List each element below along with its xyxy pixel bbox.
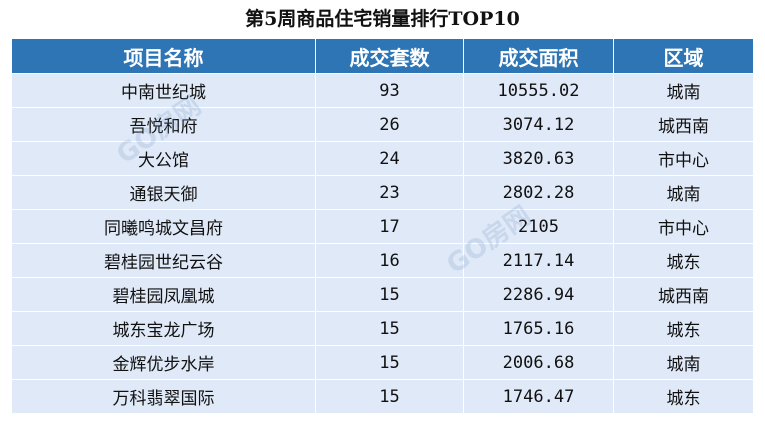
cell-project-name: 吾悦和府 (11, 107, 316, 142)
table-row: 中南世纪城 93 10555.02 城南 (11, 73, 754, 108)
cell-project-name: 城东宝龙广场 (11, 311, 316, 346)
cell-region: 城南 (613, 175, 754, 210)
cell-project-name: 通银天御 (11, 175, 316, 210)
table-row: 金辉优步水岸 15 2006.68 城南 (11, 345, 754, 380)
cell-project-name: 万科翡翠国际 (11, 379, 316, 414)
table-row: 通银天御 23 2802.28 城南 (11, 175, 754, 210)
cell-area: 3820.63 (463, 141, 614, 176)
header-units: 成交套数 (315, 38, 464, 74)
cell-project-name: 碧桂园世纪云谷 (11, 243, 316, 278)
table-header-row: 项目名称 成交套数 成交面积 区域 (11, 38, 754, 74)
cell-region: 城西南 (613, 277, 754, 312)
header-project-name: 项目名称 (11, 38, 316, 74)
cell-area: 2117.14 (463, 243, 614, 278)
cell-project-name: 碧桂园凤凰城 (11, 277, 316, 312)
cell-region: 城东 (613, 379, 754, 414)
cell-units: 15 (315, 345, 464, 380)
table-row: 大公馆 24 3820.63 市中心 (11, 141, 754, 176)
cell-project-name: 中南世纪城 (11, 73, 316, 108)
cell-region: 城南 (613, 73, 754, 108)
cell-area: 2286.94 (463, 277, 614, 312)
table-row: 城东宝龙广场 15 1765.16 城东 (11, 311, 754, 346)
cell-region: 城西南 (613, 107, 754, 142)
table-row: 碧桂园凤凰城 15 2286.94 城西南 (11, 277, 754, 312)
cell-project-name: 大公馆 (11, 141, 316, 176)
header-region: 区域 (613, 38, 754, 74)
cell-area: 1765.16 (463, 311, 614, 346)
cell-units: 15 (315, 277, 464, 312)
cell-area: 2802.28 (463, 175, 614, 210)
cell-project-name: 同曦鸣城文昌府 (11, 209, 316, 244)
cell-region: 城东 (613, 311, 754, 346)
cell-region: 市中心 (613, 209, 754, 244)
cell-units: 16 (315, 243, 464, 278)
cell-area: 10555.02 (463, 73, 614, 108)
cell-area: 2105 (463, 209, 614, 244)
cell-region: 城南 (613, 345, 754, 380)
cell-region: 城东 (613, 243, 754, 278)
cell-units: 93 (315, 73, 464, 108)
ranking-table: 项目名称 成交套数 成交面积 区域 中南世纪城 93 10555.02 城南 吾… (11, 38, 754, 414)
cell-area: 2006.68 (463, 345, 614, 380)
table-row: 碧桂园世纪云谷 16 2117.14 城东 (11, 243, 754, 278)
cell-units: 15 (315, 379, 464, 414)
cell-area: 3074.12 (463, 107, 614, 142)
header-area: 成交面积 (463, 38, 614, 74)
cell-region: 市中心 (613, 141, 754, 176)
cell-units: 26 (315, 107, 464, 142)
table-row: 万科翡翠国际 15 1746.47 城东 (11, 379, 754, 414)
cell-units: 15 (315, 311, 464, 346)
table-row: 同曦鸣城文昌府 17 2105 市中心 (11, 209, 754, 244)
table-row: 吾悦和府 26 3074.12 城西南 (11, 107, 754, 142)
cell-units: 24 (315, 141, 464, 176)
page-title: 第5周商品住宅销量排行TOP10 (245, 8, 520, 30)
cell-area: 1746.47 (463, 379, 614, 414)
cell-units: 23 (315, 175, 464, 210)
cell-units: 17 (315, 209, 464, 244)
cell-project-name: 金辉优步水岸 (11, 345, 316, 380)
